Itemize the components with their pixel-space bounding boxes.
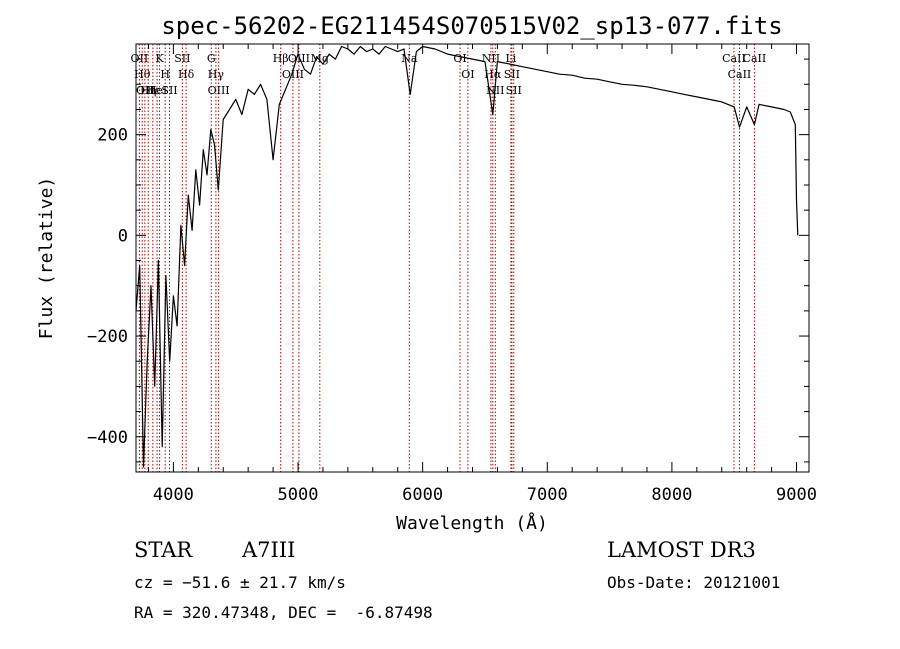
spectrum-layer [135, 45, 799, 468]
spectral-line-label: OII [136, 84, 154, 97]
spectral-line-label: OIII [282, 68, 304, 81]
chart-title: spec-56202-EG211454S070515V02_sp13-077.f… [161, 12, 782, 40]
ra-dec: RA = 320.47348, DEC = -6.87498 [134, 603, 433, 622]
y-tick-label: 0 [118, 226, 128, 246]
spectral-line-label: HeI [147, 84, 167, 97]
spectral-line-label: SII [174, 52, 190, 65]
y-tick-label: −400 [87, 428, 128, 448]
spectral-line-label: SII [161, 84, 177, 97]
x-tick-label: 8000 [651, 485, 692, 505]
spectral-line-label: OIII [208, 84, 230, 97]
spectral-line-label: SII [504, 68, 520, 81]
spectral-line-label: OII [131, 52, 149, 65]
spectral-line-label: Li [505, 52, 516, 65]
spectral-line-label: CaII [743, 52, 767, 65]
y-tick-label: −200 [87, 327, 128, 347]
obs-date: Obs-Date: 20121001 [607, 573, 781, 592]
spectral-line-label: Hη [140, 84, 156, 97]
x-tick-label: 5000 [278, 485, 319, 505]
y-tick-label: 200 [97, 126, 128, 146]
spectral-line-label: K [155, 52, 164, 65]
axis-ticks-layer: 4000 5000 6000 7000 8000 9000 −400 −200 0 200 [87, 44, 817, 505]
survey-name: LAMOST DR3 [607, 538, 756, 562]
y-axis-label: Flux (relative) [36, 177, 57, 340]
spectral-line-label: Hγ [208, 68, 225, 81]
x-tick-label: 7000 [527, 485, 568, 505]
x-tick-label: 9000 [776, 485, 817, 505]
x-tick-label: 6000 [402, 485, 443, 505]
spectral-line-label: Hδ [178, 68, 195, 81]
spectral-line-label: OIII [288, 52, 310, 65]
x-axis-label: Wavelength (Å) [396, 512, 548, 534]
spectral-line-label: G [207, 52, 216, 65]
spectral-line-label: OI [461, 68, 474, 81]
spectral-line-label: Hβ [273, 52, 289, 65]
spectrum-line [135, 45, 799, 468]
spectral-line-label: SII [506, 84, 522, 97]
spectral-line-label: H [160, 68, 170, 81]
object-class: STAR [134, 538, 193, 562]
spectral-line-label: Hθ [134, 68, 151, 81]
plot-frame [135, 43, 810, 473]
object-subclass: A7III [242, 538, 296, 562]
spectral-lines-layer: OIIHθOIIHηHεHeIKHSIISIIHδGHγOIIIHβOIIIOI… [131, 44, 767, 472]
spectral-line-label: CaII [728, 68, 752, 81]
spectral-line-label: Hα [484, 68, 502, 81]
x-tick-label: 4000 [153, 485, 194, 505]
redshift-cz: cz = −51.6 ± 21.7 km/s [134, 573, 346, 592]
spectral-line-label: OI [453, 52, 466, 65]
